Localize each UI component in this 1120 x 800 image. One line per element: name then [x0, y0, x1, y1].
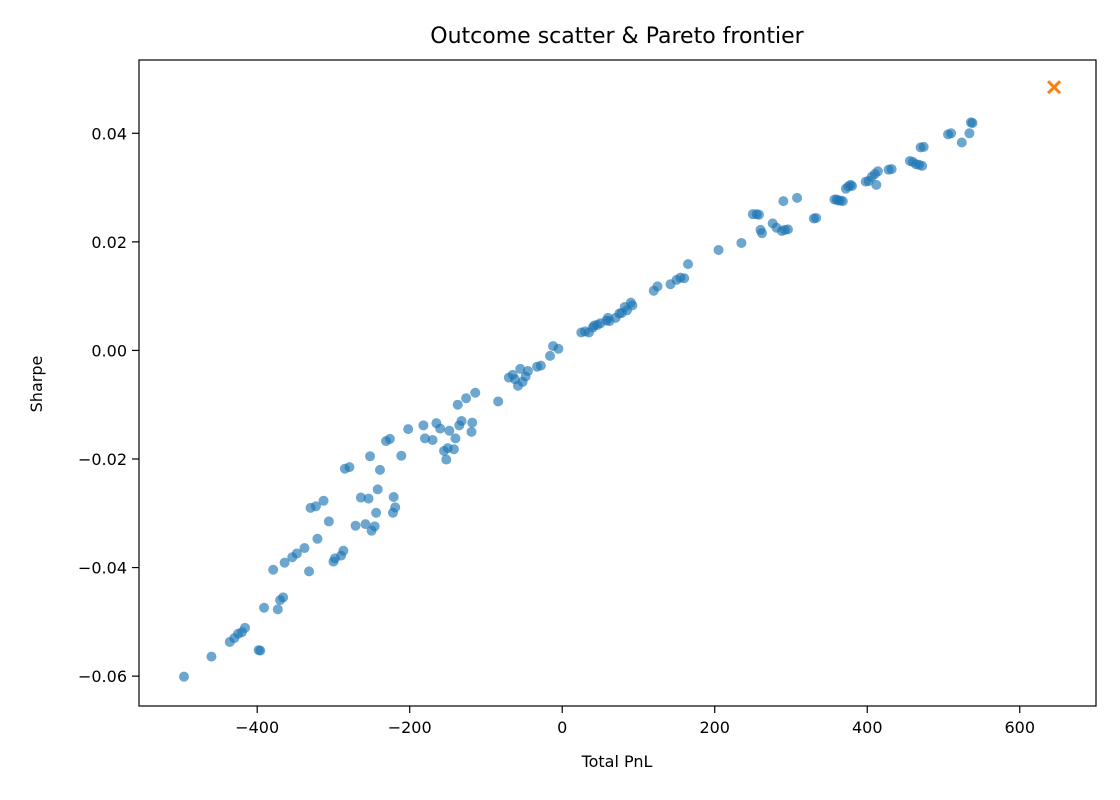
data-point [535, 360, 546, 371]
data-point [467, 417, 478, 428]
data-point [837, 196, 848, 207]
data-point [304, 566, 315, 577]
data-point [757, 228, 768, 239]
x-axis: −400 −200 0 200 400 600 [235, 706, 1035, 737]
data-point [441, 454, 452, 465]
y-axis: −0.06 −0.04 −0.02 0.00 0.02 0.04 [78, 124, 139, 686]
y-tick-label: 0.00 [91, 341, 127, 360]
data-point [372, 484, 383, 495]
data-point [390, 502, 401, 513]
data-point [553, 343, 564, 354]
data-point [418, 420, 429, 431]
y-tick-label: −0.06 [78, 667, 127, 686]
data-point [470, 387, 481, 398]
data-point [255, 645, 266, 656]
data-point [312, 533, 323, 544]
x-tick-label: 200 [699, 718, 730, 737]
data-point [363, 493, 374, 504]
data-point [967, 117, 978, 128]
data-point [792, 192, 803, 203]
data-point [450, 433, 461, 444]
data-point [778, 196, 789, 207]
x-tick-label: 400 [852, 718, 883, 737]
data-point [344, 462, 355, 473]
y-axis-label: Sharpe [27, 356, 46, 413]
y-tick-label: 0.04 [91, 124, 127, 143]
data-point [871, 179, 882, 190]
data-point [239, 622, 250, 633]
y-tick-label: 0.02 [91, 233, 127, 252]
x-tick-label: −400 [235, 718, 279, 737]
data-point [365, 451, 376, 462]
data-point [522, 366, 533, 377]
data-point [946, 128, 957, 139]
y-tick-label: −0.02 [78, 450, 127, 469]
data-point [918, 141, 929, 152]
data-point [419, 433, 430, 444]
data-point [515, 363, 526, 374]
plot-frame [138, 59, 1097, 707]
data-point [323, 516, 334, 527]
data-point [338, 545, 349, 556]
x-tick-label: 0 [557, 718, 567, 737]
y-tick-label: −0.04 [78, 559, 127, 578]
data-point [384, 433, 395, 444]
data-point [318, 495, 329, 506]
data-point [493, 396, 504, 407]
data-point [461, 393, 472, 404]
data-point [545, 350, 556, 361]
data-point [811, 212, 822, 223]
data-point [956, 137, 967, 148]
data-point [627, 300, 638, 311]
data-point [369, 521, 380, 532]
data-point [355, 492, 366, 503]
data-point [753, 209, 764, 220]
data-point [272, 604, 283, 615]
data-point [178, 671, 189, 682]
x-tick-label: −200 [388, 718, 432, 737]
data-point [427, 435, 438, 445]
data-point [886, 164, 897, 175]
data-point [403, 424, 414, 435]
data-point [279, 557, 290, 568]
points-layer [178, 80, 1062, 682]
data-point [299, 543, 310, 554]
data-point [310, 501, 321, 512]
data-point [350, 520, 361, 531]
data-point [964, 128, 975, 139]
data-point [360, 519, 371, 530]
data-point [259, 602, 270, 613]
data-point [736, 237, 747, 248]
data-point [278, 592, 289, 603]
data-point [448, 444, 459, 455]
x-tick-label: 600 [1004, 718, 1035, 737]
data-point [872, 166, 883, 177]
data-point [713, 245, 724, 255]
data-point [371, 507, 382, 518]
pareto-point [1046, 80, 1062, 95]
data-point [452, 399, 463, 410]
data-point [444, 425, 455, 436]
data-point [846, 180, 857, 191]
data-point [374, 464, 385, 475]
data-point [466, 426, 477, 437]
data-point [652, 281, 663, 292]
data-point [782, 224, 793, 235]
data-point [456, 416, 467, 426]
chart-title: Outcome scatter & Pareto frontier [430, 24, 804, 49]
data-point [206, 651, 217, 662]
data-point [683, 259, 694, 270]
data-point [291, 548, 302, 559]
data-point [388, 492, 399, 502]
x-axis-label: Total PnL [581, 752, 653, 771]
data-point [917, 160, 928, 171]
data-point [679, 273, 690, 284]
data-point [435, 423, 446, 434]
data-point [268, 564, 279, 575]
data-point [396, 450, 407, 461]
